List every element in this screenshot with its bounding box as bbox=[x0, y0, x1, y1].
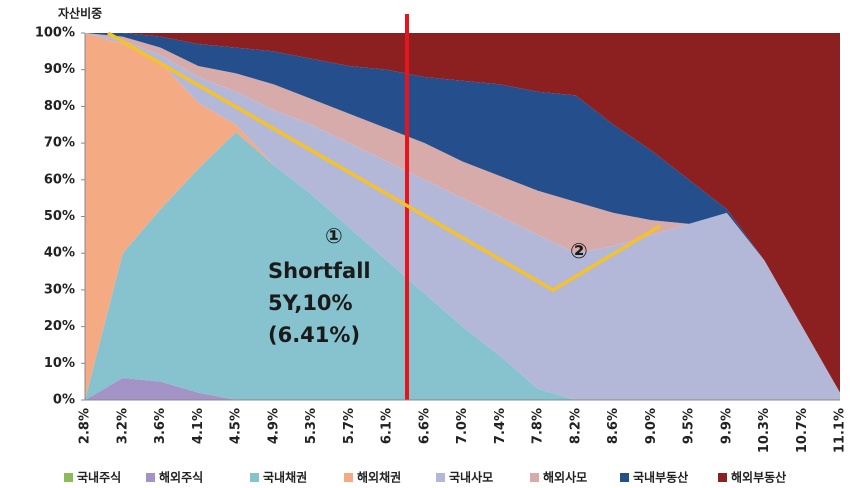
area bbox=[85, 33, 840, 393]
legend-label: 해외채권 bbox=[357, 470, 401, 485]
annotation: 5Y,10% bbox=[268, 291, 353, 315]
legend-swatch bbox=[250, 473, 259, 482]
area bbox=[85, 377, 840, 400]
legend-label: 국내사모 bbox=[449, 470, 493, 485]
legend-label: 해외주식 bbox=[159, 470, 203, 485]
legend-label: 해외사모 bbox=[543, 470, 587, 485]
area bbox=[85, 33, 840, 393]
y-tick-label: 10% bbox=[44, 356, 75, 371]
x-tick-label: 3.6% bbox=[153, 408, 168, 444]
x-tick-label: 5.3% bbox=[304, 408, 319, 444]
y-tick-label: 30% bbox=[44, 282, 75, 297]
legend-swatch bbox=[436, 473, 445, 482]
legend-swatch bbox=[146, 473, 155, 482]
x-tick-label: 6.1% bbox=[380, 408, 395, 444]
y-tick-label: 40% bbox=[44, 246, 75, 261]
x-tick-label: 2.8% bbox=[78, 408, 93, 444]
legend-swatch bbox=[620, 473, 629, 482]
x-tick-label: 10.3% bbox=[757, 408, 772, 453]
y-tick-label: 70% bbox=[44, 136, 75, 151]
legend-swatch bbox=[718, 473, 727, 482]
annotation: Shortfall bbox=[268, 259, 371, 283]
x-tick-label: 9.9% bbox=[719, 408, 734, 444]
shortfall-line bbox=[107, 31, 661, 293]
x-tick-label: 7.8% bbox=[531, 408, 546, 444]
annotation: ② bbox=[570, 239, 588, 263]
x-tick-label: 9.0% bbox=[644, 408, 659, 444]
x-tick-label: 11.1% bbox=[833, 408, 848, 453]
y-tick-label: 0% bbox=[53, 393, 75, 408]
x-tick-label: 4.1% bbox=[191, 408, 206, 444]
x-tick-label: 3.2% bbox=[115, 408, 130, 444]
x-tick-label: 7.0% bbox=[455, 408, 470, 444]
area bbox=[85, 132, 840, 400]
x-tick-label: 6.6% bbox=[417, 408, 432, 444]
x-tick-label: 8.6% bbox=[606, 408, 621, 444]
legend-swatch bbox=[64, 473, 73, 482]
y-tick-label: 50% bbox=[44, 209, 75, 224]
x-tick-label: 8.2% bbox=[568, 408, 583, 444]
y-tick-label: 80% bbox=[44, 99, 75, 114]
legend-swatch bbox=[344, 473, 353, 482]
annotation: (6.41%) bbox=[268, 323, 360, 347]
y-tick-label: 90% bbox=[44, 62, 75, 77]
y-tick-label: 60% bbox=[44, 172, 75, 187]
x-tick-label: 4.9% bbox=[266, 408, 281, 444]
x-tick-label: 5.7% bbox=[342, 408, 357, 444]
legend-swatch bbox=[530, 473, 539, 482]
x-tick-label: 10.7% bbox=[795, 408, 810, 453]
legend-label: 해외부동산 bbox=[731, 470, 786, 485]
legend-label: 국내부동산 bbox=[633, 470, 688, 485]
legend-label: 국내채권 bbox=[263, 470, 307, 485]
legend-label: 국내주식 bbox=[77, 470, 121, 485]
area bbox=[85, 33, 840, 400]
area bbox=[85, 33, 840, 400]
x-tick-label: 4.5% bbox=[229, 408, 244, 444]
y-tick-label: 20% bbox=[44, 319, 75, 334]
x-tick-label: 9.5% bbox=[682, 408, 697, 444]
annotation: ① bbox=[325, 224, 343, 248]
y-axis-label: 자산비중 bbox=[58, 6, 102, 21]
x-tick-label: 7.4% bbox=[493, 408, 508, 444]
y-tick-label: 100% bbox=[35, 26, 75, 41]
